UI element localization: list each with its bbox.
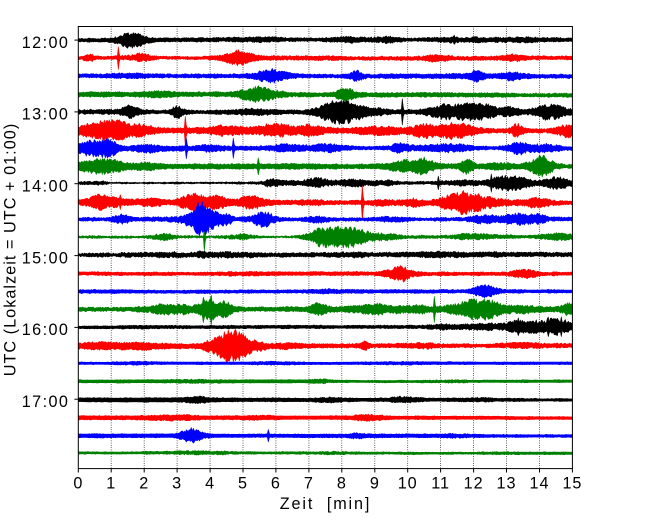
svg-text:8: 8 <box>337 475 347 493</box>
svg-text:13:00: 13:00 <box>22 106 70 124</box>
svg-text:UTC (Lokalzeit = UTC + 01:00): UTC (Lokalzeit = UTC + 01:00) <box>2 123 20 377</box>
svg-text:12:00: 12:00 <box>22 34 70 52</box>
svg-text:6: 6 <box>271 475 281 493</box>
svg-text:7: 7 <box>304 475 314 493</box>
svg-text:16:00: 16:00 <box>22 321 70 339</box>
svg-text:12: 12 <box>464 475 484 493</box>
svg-text:14:00: 14:00 <box>22 177 70 195</box>
svg-text:15:00: 15:00 <box>22 249 70 267</box>
svg-text:10: 10 <box>398 475 418 493</box>
svg-text:9: 9 <box>370 475 380 493</box>
svg-text:17:00: 17:00 <box>22 393 70 411</box>
svg-text:13: 13 <box>497 475 517 493</box>
svg-text:11: 11 <box>431 475 450 493</box>
svg-text:14: 14 <box>530 475 550 493</box>
svg-text:5: 5 <box>238 475 248 493</box>
svg-text:4: 4 <box>205 475 215 493</box>
svg-text:3: 3 <box>172 475 182 493</box>
svg-text:Zeit [min]: Zeit [min] <box>280 495 371 513</box>
svg-text:0: 0 <box>73 475 83 493</box>
svg-text:1: 1 <box>106 475 116 493</box>
svg-text:2: 2 <box>139 475 149 493</box>
svg-text:15: 15 <box>562 475 582 493</box>
